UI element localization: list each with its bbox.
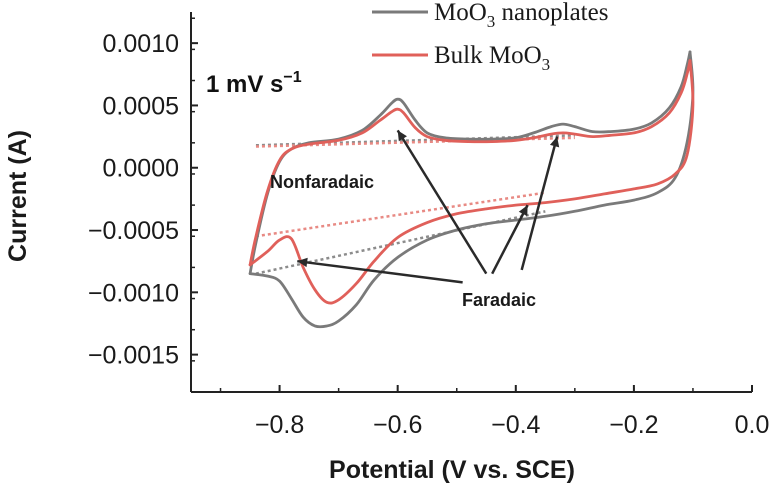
arrow-head-1 xyxy=(297,257,308,268)
series-0-anodic-curve xyxy=(248,50,692,275)
y-tick-label-4: −0.0010 xyxy=(88,279,179,307)
scan-rate-exponent: −1 xyxy=(283,69,301,86)
y-tick-label-2: 0.0000 xyxy=(103,155,179,183)
arrow-shaft-3 xyxy=(520,136,559,271)
series-1-cathodic-curve xyxy=(248,59,695,305)
faradaic-label: Faradaic xyxy=(462,290,536,310)
y-axis-title: Current (A) xyxy=(4,130,32,262)
x-tick-label-2: −0.4 xyxy=(491,411,540,439)
arrow-shaft-0 xyxy=(396,129,488,275)
x-ticks: −0.8 −0.6 −0.4 −0.2 0.0 xyxy=(219,385,770,439)
scan-rate-label: 1 mV s−1 xyxy=(206,69,302,98)
y-tick-label-0: 0.0010 xyxy=(103,30,179,58)
baseline-2 xyxy=(255,191,546,238)
legend: MoO3 nanoplates Bulk MoO3 xyxy=(372,0,608,74)
series-1-anodic-curve xyxy=(248,59,692,267)
arrow-shaft-2 xyxy=(491,204,529,275)
nonfaradaic-label: Nonfaradaic xyxy=(270,172,374,192)
x-tick-label-1: −0.6 xyxy=(373,411,422,439)
x-tick-label-4: 0.0 xyxy=(735,411,770,439)
arrow-head-0 xyxy=(397,130,407,142)
y-tick-label-3: −0.0005 xyxy=(88,217,179,245)
arrow-shaft-1 xyxy=(297,259,463,284)
y-ticks: 0.0010 0.0005 0.0000 −0.0005 −0.0010 −0.0015 xyxy=(88,17,198,393)
series-0-cathodic-curve xyxy=(248,50,695,329)
x-axis-title: Potential (V vs. SCE) xyxy=(329,456,575,484)
axes xyxy=(190,12,752,393)
y-tick-label-1: 0.0005 xyxy=(103,92,179,120)
cv-curves xyxy=(248,50,695,329)
arrow-head-2 xyxy=(518,205,528,217)
legend-label-bulk: Bulk MoO3 xyxy=(434,42,550,74)
x-tick-label-0: −0.8 xyxy=(255,411,304,439)
legend-label-nanoplates: MoO3 nanoplates xyxy=(434,0,608,31)
y-tick-label-5: −0.0015 xyxy=(88,342,179,370)
arrow-head-3 xyxy=(549,136,560,148)
annotation-arrows xyxy=(297,129,560,284)
scan-rate-prefix: 1 mV s xyxy=(206,71,283,98)
x-tick-label-3: −0.2 xyxy=(609,411,658,439)
